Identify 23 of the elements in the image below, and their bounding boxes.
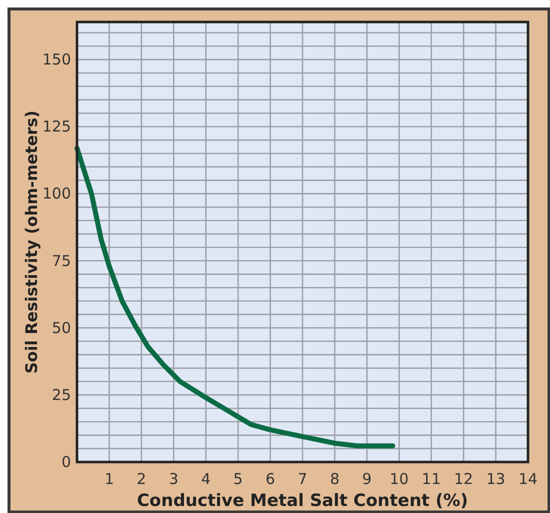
y-tick-label: 0 bbox=[61, 453, 71, 471]
x-tick-label: 10 bbox=[390, 470, 409, 488]
y-tick-label: 50 bbox=[52, 318, 71, 337]
y-tick-label: 125 bbox=[42, 118, 71, 136]
x-tick-label: 7 bbox=[298, 470, 308, 488]
x-tick-label: 8 bbox=[330, 470, 340, 488]
x-tick-label: 1 bbox=[104, 470, 114, 488]
x-tick-label: 14 bbox=[518, 470, 538, 488]
x-tick-label: 9 bbox=[362, 470, 372, 488]
x-tick-label: 5 bbox=[233, 470, 243, 488]
x-tick-label: 13 bbox=[486, 470, 506, 488]
x-tick-label: 6 bbox=[266, 470, 276, 488]
x-axis-title: Conductive Metal Salt Content (%) bbox=[136, 491, 468, 511]
x-tick-label: 11 bbox=[422, 470, 441, 488]
y-axis-title: Soil Resistivity (ohm-meters) bbox=[22, 110, 41, 374]
x-tick-label: 12 bbox=[454, 470, 474, 488]
x-tick-label: 3 bbox=[168, 470, 178, 488]
y-tick-label: 25 bbox=[52, 386, 71, 404]
x-tick-label: 4 bbox=[201, 470, 211, 488]
y-tick-label: 75 bbox=[52, 252, 71, 270]
y-tick-label: 150 bbox=[42, 50, 71, 69]
x-tick-label: 2 bbox=[136, 470, 146, 488]
y-tick-label: 100 bbox=[42, 184, 71, 203]
